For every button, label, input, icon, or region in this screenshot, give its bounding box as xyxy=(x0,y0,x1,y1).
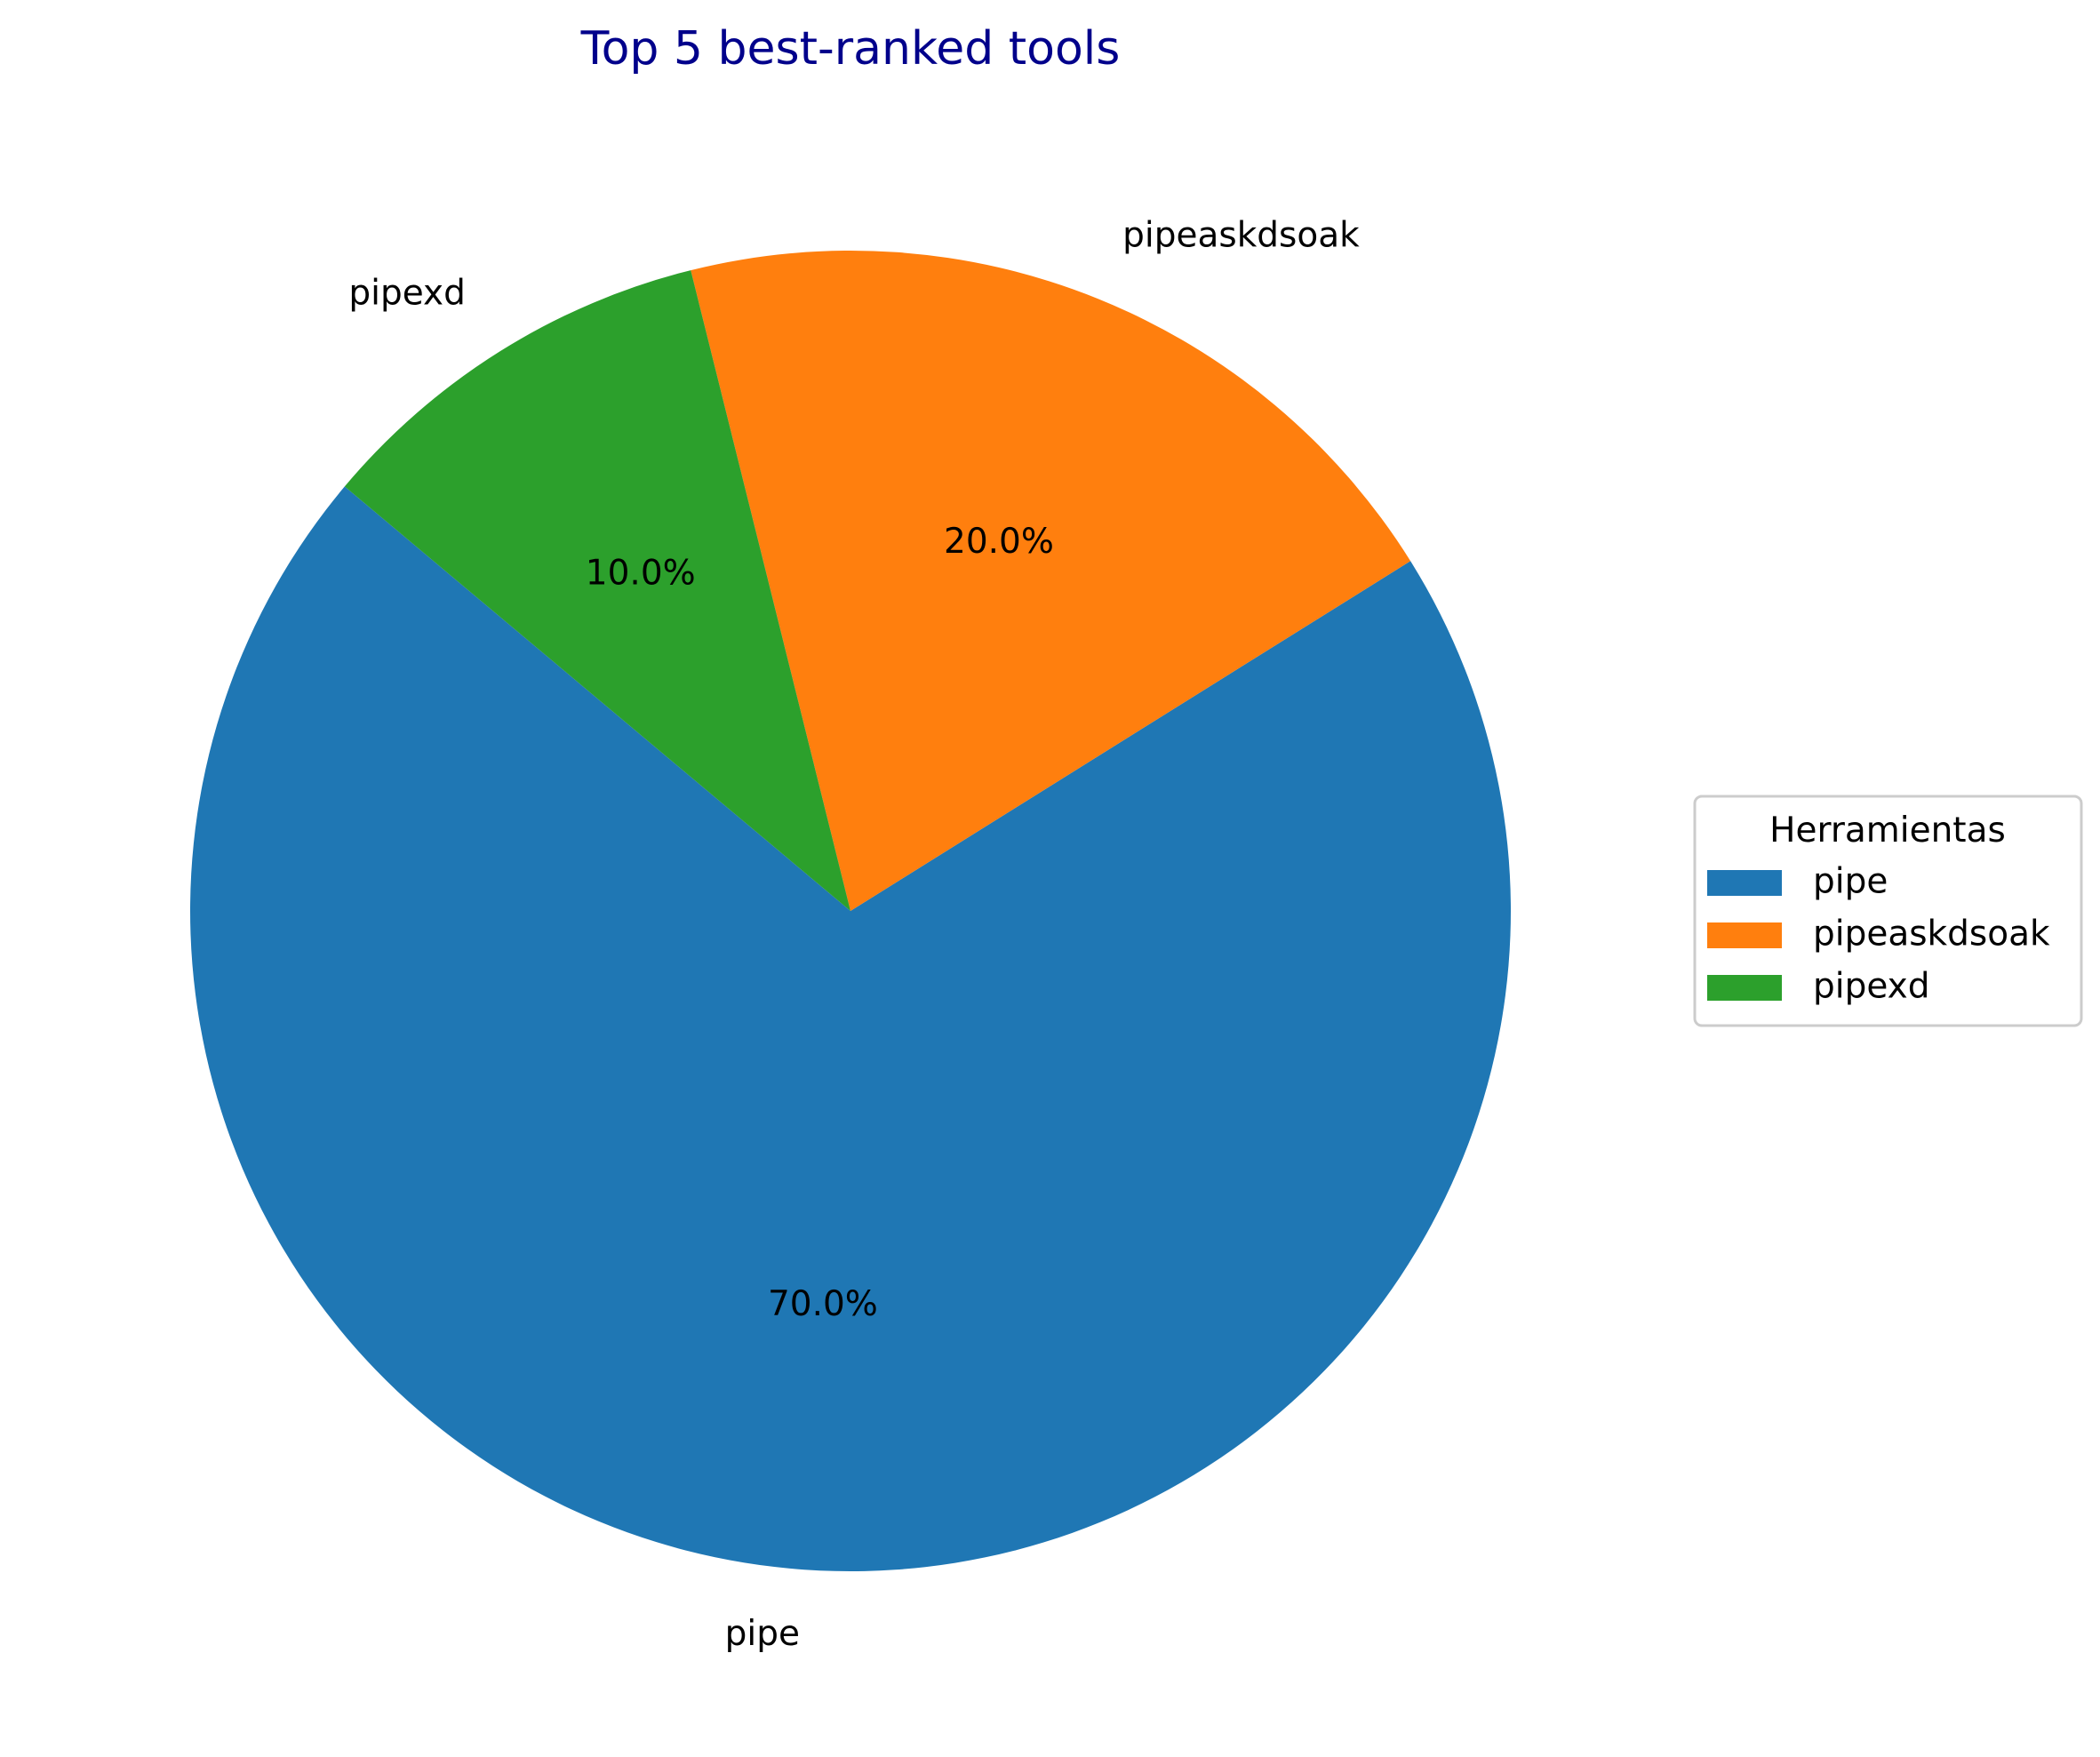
pie-category-label: pipexd xyxy=(348,273,466,313)
legend-box xyxy=(1693,795,2083,1027)
legend-title: Herramientas xyxy=(1769,811,2006,851)
pie-percent-label: 20.0% xyxy=(944,522,1054,562)
legend-entries: pipe pipeaskdsoak pipexd xyxy=(1707,862,2050,1007)
pie-slice-pipeaskdsoak xyxy=(691,251,1411,911)
pie-percent-label: 70.0% xyxy=(768,1284,878,1324)
legend-swatch xyxy=(1707,975,1782,1001)
pie-category-label: pipe xyxy=(725,1614,800,1654)
pie-percent-label: 10.0% xyxy=(586,553,696,593)
pie-slice-pipe xyxy=(190,486,1512,1571)
pie-labels: 70.0% pipe 20.0% pipeaskdsoak 10.0% pipexd xyxy=(348,216,1360,1654)
pie-slices xyxy=(190,251,1512,1571)
legend-label: pipexd xyxy=(1813,967,1930,1007)
pie-slice-pipexd xyxy=(344,270,850,911)
chart-title: Top 5 best-ranked tools xyxy=(580,22,1121,76)
legend: Herramientas pipe pipeaskdsoak pipexd xyxy=(1693,795,2083,1027)
pie-category-label: pipeaskdsoak xyxy=(1122,216,1360,256)
legend-label: pipe xyxy=(1813,862,1888,902)
legend-swatch xyxy=(1707,922,1782,948)
legend-swatch xyxy=(1707,870,1782,896)
legend-label: pipeaskdsoak xyxy=(1813,914,2050,954)
